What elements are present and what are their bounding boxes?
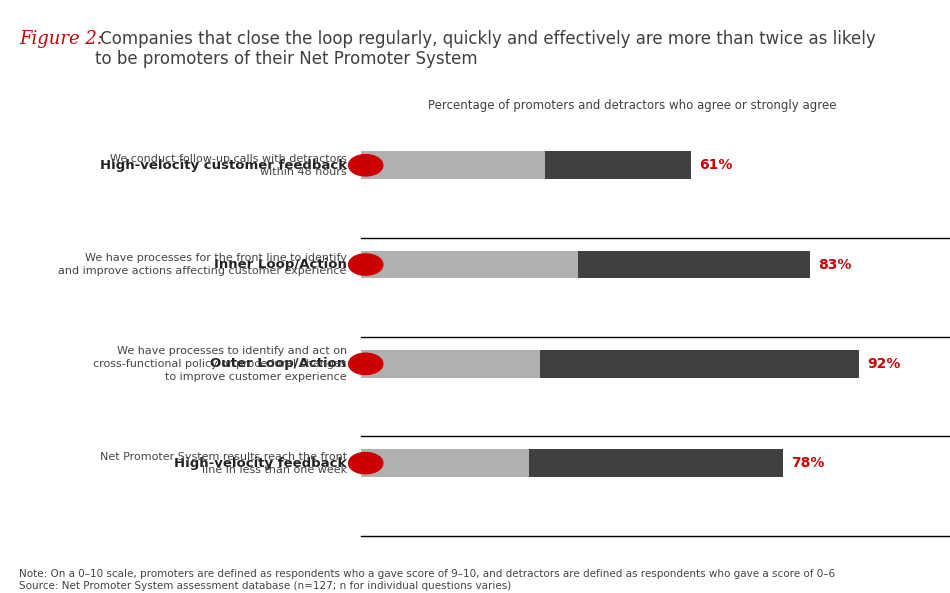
Text: 61%: 61% (699, 158, 732, 173)
Text: High-velocity feedback: High-velocity feedback (175, 457, 347, 470)
Bar (361, 251, 578, 279)
Text: 31%: 31% (537, 457, 564, 470)
Text: Outer Loop/Action: Outer Loop/Action (211, 358, 347, 371)
Text: 40%: 40% (586, 258, 614, 271)
Bar (361, 151, 545, 179)
Text: 83%: 83% (819, 257, 852, 272)
Bar (361, 350, 859, 378)
Bar (361, 449, 784, 477)
Bar (361, 251, 810, 279)
Text: 34%: 34% (553, 159, 581, 172)
Text: Figure 2:: Figure 2: (19, 30, 103, 47)
Text: Net Promoter System results reach the front
line in less than one week: Net Promoter System results reach the fr… (100, 451, 347, 475)
Text: 33%: 33% (548, 358, 576, 371)
Text: Note: On a 0–10 scale, promoters are defined as respondents who a gave score of : Note: On a 0–10 scale, promoters are def… (19, 569, 835, 591)
Bar (361, 151, 692, 179)
Text: 92%: 92% (867, 357, 901, 371)
Text: Percentage of promoters and detractors who agree or strongly agree: Percentage of promoters and detractors w… (428, 98, 836, 111)
Bar (361, 449, 529, 477)
Bar (361, 350, 540, 378)
Text: We have processes to identify and act on
cross-functional policy or procedural c: We have processes to identify and act on… (93, 346, 347, 382)
Text: We conduct follow-up calls with detractors
within 48 hours: We conduct follow-up calls with detracto… (110, 154, 347, 177)
Text: Companies that close the loop regularly, quickly and effectively are more than t: Companies that close the loop regularly,… (95, 30, 876, 68)
Text: High-velocity customer feedback: High-velocity customer feedback (100, 159, 347, 172)
Text: We have processes for the front line to identify
and improve actions affecting c: We have processes for the front line to … (58, 253, 347, 276)
Text: 78%: 78% (791, 456, 825, 470)
Text: Inner Loop/Action: Inner Loop/Action (214, 258, 347, 271)
